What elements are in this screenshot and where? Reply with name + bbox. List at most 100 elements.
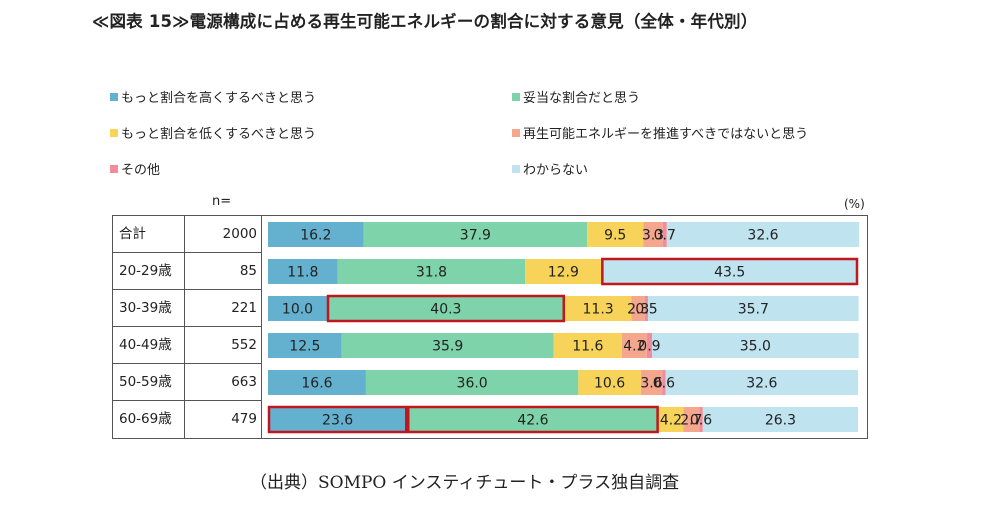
category-table: 合計 2000 20-29歳 85 30-39歳 221 40-49歳 552 … [112,215,262,439]
data-label: 43.5 [714,265,745,281]
data-label: 36.0 [457,376,488,392]
category-label: 60-69歳 [119,411,172,427]
sample-size: 552 [231,337,257,353]
legend-item-appropriate: 妥当な割合だと思う [512,87,640,106]
legend-swatch [512,92,520,101]
bar-segment-other [699,407,703,432]
legend-label: 再生可能エネルギーを推進すべきではないと思う [523,127,809,142]
legend-label: 妥当な割合だと思う [523,91,641,106]
data-label: 32.6 [746,376,777,392]
stacked-bar-chart: 16.2 37.9 9.5 3.30.7 32.6 11.8 31.8 12.9 43.5 10.… [267,222,860,434]
data-label: 40.3 [430,302,461,318]
data-label: 0.6 [690,413,712,429]
data-label: 2.7 [680,413,702,429]
bar-segment-higher [268,296,327,321]
category-label: 合計 [119,226,146,242]
legend-swatch [110,164,118,173]
sample-size: 85 [239,263,257,279]
bar-segment-other [646,333,653,358]
data-label: 2.3 [627,302,649,318]
bar-segment-other [662,222,667,247]
sample-size: 2000 [222,226,257,242]
bar-segment-appropriate [365,370,579,395]
table-row: 50-59歳 663 [113,364,261,401]
legend-label: その他 [121,163,161,178]
table-row: 合計 2000 [113,216,261,253]
bar-segment-lower [587,222,644,247]
bar-segment-should-not-promote [622,333,647,358]
legend-item-dont-know: わからない [512,159,588,178]
highlight-box [406,405,659,434]
data-label: 3.3 [642,228,664,244]
table-divider [184,215,185,439]
sample-size: 221 [231,300,257,316]
bar-segment-dont-know [665,370,858,395]
bar-segment-higher [268,222,364,247]
sample-size: 479 [231,411,257,427]
data-label: 12.5 [289,339,320,355]
data-label: 0.9 [638,339,660,355]
data-label: 9.5 [604,228,626,244]
data-label: 11.6 [572,339,603,355]
data-label: 4.2 [623,339,645,355]
data-label: 3.6 [640,376,662,392]
data-label: 26.3 [765,413,796,429]
bar-segment-dont-know [647,296,859,321]
bar-segment-should-not-promote [643,222,663,247]
bar-segment-lower [553,333,622,358]
data-label: 35.7 [738,302,769,318]
data-label: 11.3 [583,302,614,318]
data-label: 35.9 [432,339,463,355]
chart-area: 16.2 37.9 9.5 3.3 0.7 32.6 11.8 31.8 12.9 43.5 10.… [261,215,868,439]
bar-segment-other [662,370,666,395]
bar-segment-higher [268,333,342,358]
unit-label: (%) [844,197,865,211]
category-label: 20-29歳 [119,263,172,279]
bar-segment-lower [658,407,684,432]
bar-segment-dont-know [601,259,858,284]
bar-segment-higher [268,259,338,284]
legend-swatch [512,128,520,137]
data-label: 0.6 [653,376,675,392]
n-header: n= [212,194,232,209]
table-row: 30-39歳 221 [113,290,261,327]
data-label: 4.2 [660,413,682,429]
data-label: 11.8 [287,265,318,281]
bar-segment-appropriate [337,259,526,284]
data-label: 37.9 [460,228,491,244]
legend-swatch [110,92,118,101]
bar-segment-should-not-promote [640,370,663,395]
data-label: 16.6 [301,376,332,392]
legend-label: もっと割合を高くするべきと思う [121,91,317,106]
chart-title: ≪図表 15≫電源構成に占める再生可能エネルギーの割合に対する意見（全体・年代別… [92,12,758,31]
data-label: 31.8 [416,265,447,281]
bar-segment-lower [578,370,641,395]
sample-size: 663 [231,374,257,390]
data-label: 0.5 [635,302,657,318]
category-label: 50-59歳 [119,374,172,390]
data-label: 42.6 [517,413,548,429]
data-label: 16.2 [300,228,331,244]
table-row: 60-69歳 479 [113,401,261,438]
legend-swatch [110,128,118,137]
legend-item-should-not-promote: 再生可能エネルギーを推進すべきではないと思う [512,123,808,142]
data-label: 32.6 [747,228,778,244]
bar-segment-appropriate [363,222,588,247]
table-row: 20-29歳 85 [113,253,261,290]
highlight-box [326,294,566,323]
bar-segment-appropriate [327,296,565,321]
data-label: 12.9 [548,265,579,281]
data-label: 10.6 [594,376,625,392]
bar-segment-higher [268,407,408,432]
bar-segment-higher [268,370,366,395]
bar-segment-dont-know [666,222,860,247]
legend-item-lower: もっと割合を低くするべきと思う [110,123,316,142]
bar-segment-appropriate [341,333,554,358]
legend-swatch [512,164,520,173]
bar-segment-dont-know [652,333,859,358]
bar-segment-dont-know [702,407,858,432]
data-label: 0.7 [654,228,676,244]
legend-item-other: その他 [110,159,160,178]
table-row: 40-49歳 552 [113,327,261,364]
data-label: 35.0 [740,339,771,355]
